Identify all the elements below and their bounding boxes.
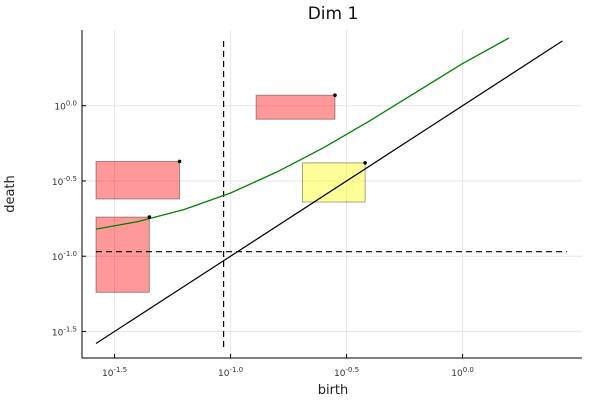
x-axis-title: birth — [318, 383, 349, 398]
y-tick-label: 10-0.5 — [52, 175, 77, 188]
y-axis-title: death — [3, 175, 18, 213]
persistence-point — [363, 161, 367, 165]
x-tick-label: 100.0 — [451, 366, 474, 379]
threshold-curve — [95, 37, 510, 230]
persistence-point — [333, 93, 337, 97]
y-tick-label: 100.0 — [54, 100, 77, 113]
y-tick-base: 10 — [52, 328, 64, 338]
x-tick-exponent: -1.5 — [113, 366, 127, 374]
x-tick-exponent: -0.5 — [345, 366, 359, 374]
interval-box — [95, 160, 181, 200]
grid — [82, 30, 582, 358]
y-tick-exponent: -1.0 — [63, 250, 77, 258]
interval-box — [95, 216, 150, 293]
persistence-points — [147, 93, 367, 219]
x-tick-base: 10 — [218, 369, 230, 379]
y-tick-base: 10 — [52, 253, 64, 263]
x-tick-base: 10 — [334, 369, 346, 379]
x-tick-exponent: -1.0 — [229, 366, 243, 374]
x-tick-base: 10 — [451, 369, 463, 379]
x-tick-exponent: 0.0 — [463, 366, 474, 374]
persistence-point — [177, 159, 182, 164]
y-tick-exponent: -0.5 — [63, 175, 77, 183]
y-tick-exponent: 0.0 — [66, 100, 77, 108]
y-tick-base: 10 — [54, 103, 66, 113]
x-tick-label: 10-1.5 — [102, 366, 127, 379]
interval-boxes — [95, 94, 366, 293]
y-tick-base: 10 — [52, 178, 64, 188]
diagonal-line — [95, 40, 563, 344]
x-tick-label: 10-1.0 — [218, 366, 243, 379]
interval-box — [301, 162, 366, 203]
threshold-curves — [95, 37, 510, 230]
axis-ticks: 10-1.5 10-1.0 10-0.5 100.010-1.510-1.010-0.… — [52, 100, 474, 379]
x-tick-label: 10-0.5 — [334, 366, 359, 379]
chart-title: Dim 1 — [308, 4, 359, 24]
y-tick-label: 10-1.5 — [52, 325, 77, 338]
x-tick-base: 10 — [102, 369, 114, 379]
persistence-point — [147, 215, 152, 219]
y-tick-exponent: -1.5 — [63, 325, 77, 333]
interval-box — [255, 94, 336, 120]
y-tick-label: 10-1.0 — [52, 250, 77, 263]
